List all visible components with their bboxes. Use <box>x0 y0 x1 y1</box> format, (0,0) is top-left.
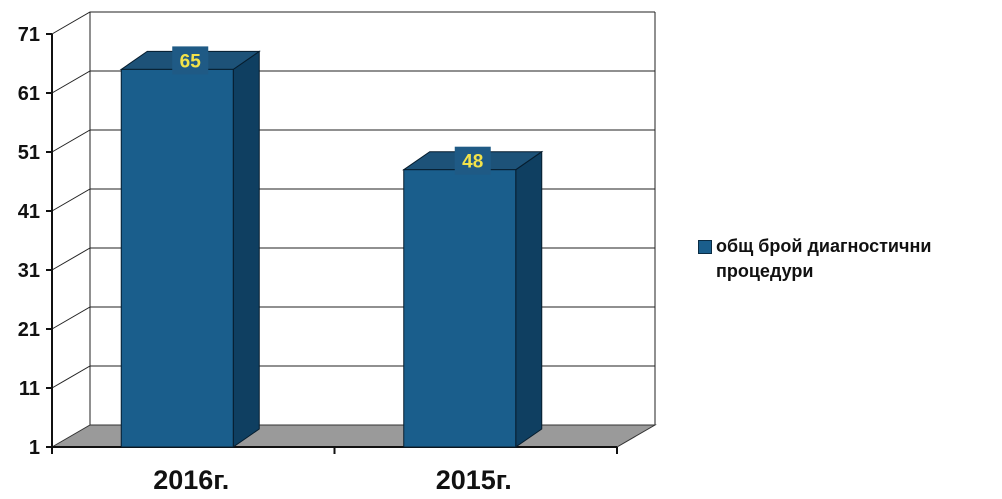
data-label-1: 48 <box>454 146 491 175</box>
legend-swatch-0 <box>698 240 712 254</box>
bar-0 <box>119 50 261 448</box>
y-tick-label: 11 <box>19 378 40 400</box>
chart-data-labels: 65 48 <box>172 46 491 175</box>
bar-side <box>515 150 543 448</box>
bar-1 <box>402 150 544 448</box>
data-label-text: 65 <box>180 51 202 72</box>
data-label-0: 65 <box>172 46 209 75</box>
bar-front <box>403 169 517 448</box>
chart-grid <box>51 11 656 425</box>
x-tick-label: 2016г. <box>153 465 229 495</box>
bar-front <box>120 68 234 448</box>
bar-side <box>232 50 260 448</box>
y-tick-label: 31 <box>18 260 40 282</box>
y-tick-label: 1 <box>29 437 40 459</box>
data-label-box <box>454 146 491 175</box>
gridline <box>51 11 655 35</box>
y-tick-label: 21 <box>18 319 40 341</box>
legend-entry-0: общ брой диагностични процедури <box>716 236 932 281</box>
y-tick-label: 41 <box>18 201 40 223</box>
legend: общ брой диагностични процедури <box>698 234 998 284</box>
chart-bars <box>119 50 544 448</box>
y-tick-label: 71 <box>18 24 40 46</box>
x-tick-label: 2015г. <box>436 465 512 495</box>
y-tick-label: 51 <box>18 142 40 164</box>
data-label-box <box>172 46 209 75</box>
y-tick-label: 61 <box>18 83 40 105</box>
gridline <box>51 70 655 94</box>
data-label-text: 48 <box>462 152 483 173</box>
gridline <box>51 129 655 153</box>
